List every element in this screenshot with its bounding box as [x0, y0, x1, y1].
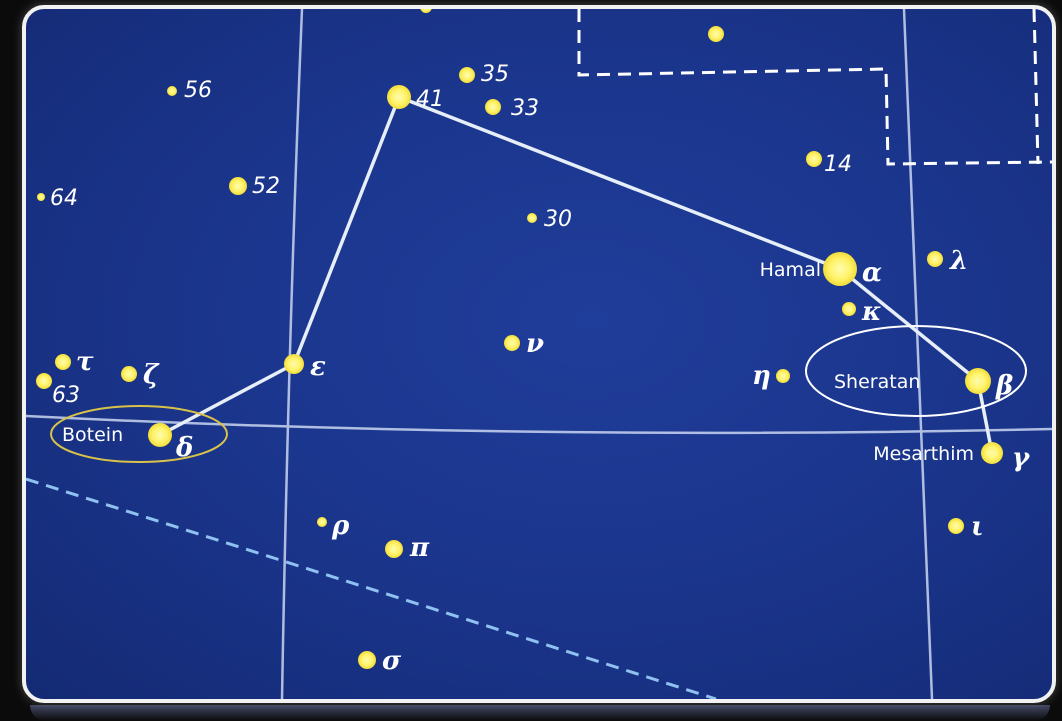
figure-line-41-epsilon-delta	[159, 96, 401, 437]
label-sheratan: Sheratan	[834, 371, 920, 393]
label-delta: δ	[175, 433, 193, 463]
star-41	[387, 85, 411, 109]
stars	[36, 9, 1003, 669]
label-pi: π	[409, 533, 430, 563]
star-pi	[385, 540, 403, 558]
label-eta: η	[752, 361, 771, 391]
frame-reflection	[30, 705, 1050, 721]
label-56: 56	[184, 78, 212, 103]
label-kappa: κ	[861, 297, 882, 327]
grid-line-vertical-left	[280, 9, 304, 699]
star-52	[229, 177, 247, 195]
star-64	[37, 193, 45, 201]
label-epsilon: ε	[310, 352, 326, 382]
star-chart-frame: 41 35 33 30 14 56 52 64 63 α β γ δ ε ζ τ…	[22, 5, 1056, 703]
grid-line-vertical-right	[902, 9, 934, 699]
star-33	[485, 99, 501, 115]
star-kappa	[842, 302, 856, 316]
figure-line-41-alpha-beta-gamma	[398, 95, 994, 454]
label-mesarthim: Mesarthim	[873, 443, 974, 465]
star-nu	[504, 335, 520, 351]
coordinate-grid	[26, 9, 1052, 699]
label-gamma: γ	[1012, 443, 1031, 473]
star-zeta	[121, 366, 137, 382]
star-63	[36, 373, 52, 389]
label-beta: β	[995, 371, 1013, 401]
label-14: 14	[824, 152, 852, 177]
label-64: 64	[50, 186, 78, 211]
star-14	[806, 151, 822, 167]
label-30: 30	[544, 207, 572, 232]
star-gamma-mesarthim	[981, 442, 1003, 464]
star-epsilon	[284, 354, 304, 374]
label-33: 33	[511, 96, 539, 121]
constellation-boundaries	[26, 9, 1052, 699]
ecliptic-line	[26, 414, 1052, 435]
star-30	[527, 213, 537, 223]
label-41: 41	[416, 87, 444, 112]
label-52: 52	[252, 174, 280, 199]
label-35: 35	[481, 62, 509, 87]
label-63: 63	[52, 383, 80, 408]
greek-labels: α β γ δ ε ζ τ ν κ λ η ι ρ π σ	[76, 246, 1031, 676]
star-tau	[55, 354, 71, 370]
boundary-top-right	[577, 9, 1052, 166]
highlight-ellipse-sheratan	[805, 325, 1027, 417]
label-iota: ι	[971, 512, 984, 542]
label-botein: Botein	[62, 424, 123, 446]
star-beta-sheratan	[965, 368, 991, 394]
star-iota	[948, 518, 964, 534]
star-top	[708, 26, 724, 42]
star-56	[167, 86, 177, 96]
star-eta	[776, 369, 790, 383]
star-chart: 41 35 33 30 14 56 52 64 63 α β γ δ ε ζ τ…	[26, 9, 1052, 699]
star-delta-botein	[148, 423, 172, 447]
star-rho	[317, 517, 327, 527]
boundary-right-edge	[1032, 9, 1040, 165]
star-alpha-hamal	[823, 252, 857, 286]
star-sigma	[358, 651, 376, 669]
label-sigma: σ	[382, 646, 402, 676]
label-alpha: α	[862, 258, 882, 288]
highlight-ellipse-botein	[50, 405, 228, 463]
label-tau: τ	[76, 347, 94, 377]
label-lambda: λ	[949, 246, 968, 276]
label-zeta: ζ	[143, 360, 160, 390]
label-hamal: Hamal	[760, 259, 821, 281]
star-lambda	[927, 251, 943, 267]
label-rho: ρ	[331, 511, 350, 541]
label-nu: ν	[526, 329, 544, 359]
number-labels: 41 35 33 30 14 56 52 64 63	[50, 62, 852, 408]
star-35	[459, 67, 475, 83]
boundary-lower-left	[26, 477, 717, 699]
star-top-left	[420, 9, 432, 13]
star-name-labels: Hamal Sheratan Mesarthim Botein	[62, 259, 974, 465]
